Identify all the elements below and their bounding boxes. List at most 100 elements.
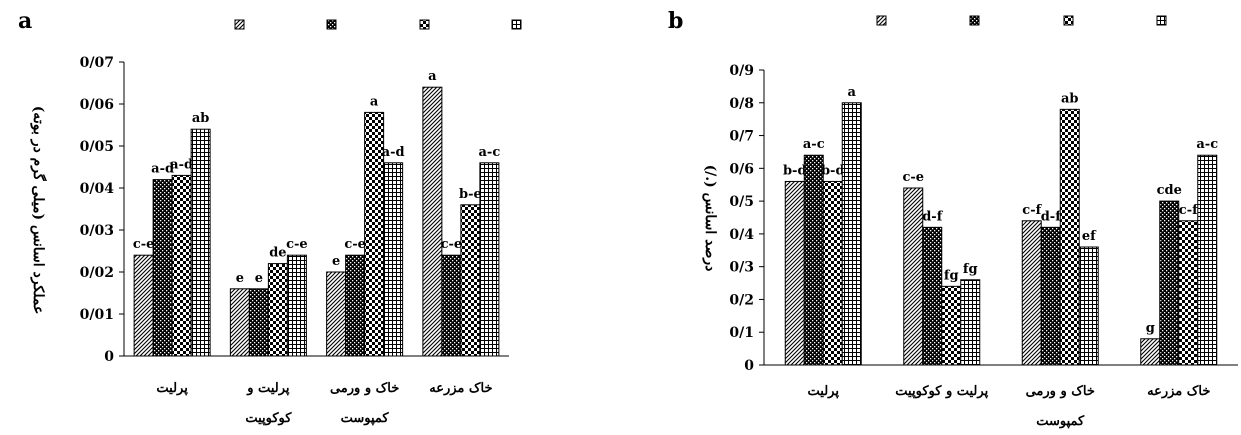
y-tick-label: 0/07 (80, 55, 114, 71)
y-axis-title: درصد اسانس (./) (702, 165, 718, 272)
legend-swatch (419, 19, 430, 30)
significance-letter: a (848, 85, 857, 100)
y-tick-label: 0/05 (80, 139, 114, 155)
significance-letter: c-e (441, 237, 463, 252)
significance-letter: e (332, 254, 340, 269)
panel-label: a (18, 8, 32, 34)
y-tick-label: 0/3 (729, 260, 754, 276)
y-tick-label: 0/5 (729, 194, 754, 210)
y-tick-label: 0/9 (729, 63, 754, 79)
x-category-label: خاک و ورمی (330, 381, 399, 396)
significance-letter: ef (1082, 229, 1097, 244)
x-category-label: پرلیت و (246, 381, 290, 396)
y-axis-title: عملکرد اسانس (میلی گرم در بوته) (30, 106, 47, 315)
significance-letter: c-f (1179, 203, 1199, 218)
bar (267, 263, 288, 357)
legend-swatch (511, 19, 522, 30)
bar (1159, 200, 1180, 366)
significance-letter: c-f (1022, 203, 1042, 218)
bar (960, 279, 981, 366)
significance-letter: ab (1061, 91, 1079, 106)
bar (326, 271, 347, 357)
y-tick-label: 0/06 (80, 97, 114, 113)
panel-b-chart: b 0 0/1 0/2 0/3 0/4 0/5 0/6 0/7 0/8 0/9 درصد اسانس … (668, 8, 1238, 429)
bar (422, 86, 443, 357)
legend-swatch (326, 19, 337, 30)
y-tick-label: 0 (104, 349, 114, 365)
y-tick-label: 0/03 (80, 223, 114, 239)
x-category-label: خاک مزرعه (1147, 384, 1210, 399)
bar (922, 226, 943, 366)
significance-letter: a-c (803, 137, 825, 152)
legend-swatch (969, 15, 980, 26)
significance-letter: fg (963, 262, 978, 277)
x-category-label: خاک و ورمی (1026, 384, 1095, 399)
bar (441, 254, 462, 357)
bar (190, 128, 211, 357)
x-category-label: پرلیت (808, 384, 840, 399)
bar (383, 162, 404, 357)
legend-swatch (876, 15, 887, 26)
significance-letter: g (1146, 321, 1155, 336)
bar (1078, 246, 1099, 366)
bar (841, 102, 862, 366)
y-tick-label: 0/1 (729, 325, 754, 341)
bar (479, 162, 500, 357)
y-tick-label: 0/6 (729, 161, 754, 177)
significance-letter: b-d (783, 163, 807, 178)
significance-letter: c-e (902, 170, 924, 185)
bar (286, 254, 307, 357)
y-tick-label: 0/04 (80, 181, 115, 197)
legend-swatch (234, 19, 245, 30)
significance-letter: c-e (344, 237, 366, 252)
significance-letter: d-f (1041, 209, 1062, 224)
x-category-label: پرلیت و کوکوپیت (895, 384, 988, 399)
bar (941, 285, 962, 366)
y-tick-label: 0/7 (729, 129, 754, 145)
significance-letter: a-d (382, 145, 405, 160)
significance-letter: a (428, 69, 437, 84)
x-category-label: کمپوست (341, 411, 390, 426)
legend-swatch (1156, 15, 1167, 26)
y-tick-label: 0/8 (729, 96, 754, 112)
significance-letter: a-d (151, 162, 174, 177)
significance-letter: a-d (170, 157, 193, 172)
y-tick-label: 0/02 (80, 265, 114, 281)
bar (1059, 108, 1080, 366)
y-tick-label: 0/01 (80, 307, 114, 323)
panel-label: b (668, 8, 683, 34)
legend-swatch (1063, 15, 1074, 26)
significance-letter: a (370, 94, 379, 109)
y-tick-label: 0/4 (729, 227, 754, 243)
bar (460, 204, 481, 357)
y-tick-label: 0 (744, 358, 754, 374)
bar (133, 254, 154, 357)
significance-letter: cde (1157, 183, 1182, 198)
bar (822, 180, 843, 366)
y-tick-label: 0/2 (729, 292, 754, 308)
bar (152, 179, 173, 357)
panel-a-chart: a 0 0/01 0/02 0/03 0/04 0/05 0/06 0/07 عملکرد اسا… (18, 8, 522, 426)
significance-letter: a-c (479, 145, 501, 160)
significance-letter: de (269, 246, 286, 261)
bar (1178, 220, 1199, 366)
bar (803, 154, 824, 366)
bar (171, 174, 192, 357)
bar (229, 288, 250, 357)
significance-letter: e (255, 271, 263, 286)
bar (1040, 226, 1061, 366)
bar (248, 288, 269, 357)
bar (903, 187, 924, 366)
significance-letter: ab (192, 111, 210, 126)
significance-letter: d-f (922, 209, 943, 224)
significance-letter: c-e (286, 237, 308, 252)
significance-letter: b-e (459, 187, 482, 202)
significance-letter: c-e (133, 237, 155, 252)
significance-letter: e (236, 271, 244, 286)
x-category-label: کوکوپیت (245, 411, 292, 426)
bar (784, 180, 805, 366)
bar (1021, 220, 1042, 366)
significance-letter: fg (944, 268, 959, 283)
bar (1197, 154, 1218, 366)
